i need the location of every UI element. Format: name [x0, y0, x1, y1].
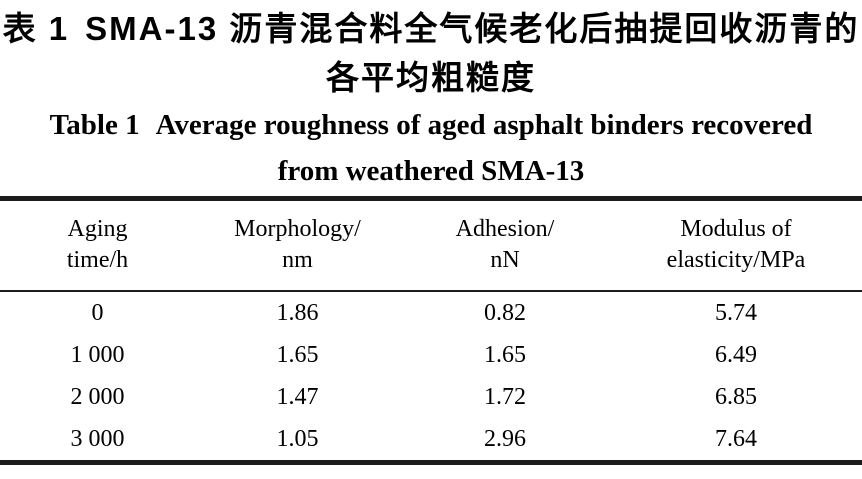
table-cell: 1.05 — [276, 425, 319, 452]
table-cell: 2.96 — [484, 425, 526, 452]
table-cell: 1.72 — [484, 383, 526, 410]
table-cell: 0.82 — [484, 299, 526, 326]
header-morphology: Morphology/ nm — [195, 198, 400, 292]
table-row: 1 000 1.65 1.65 6.49 — [0, 334, 862, 376]
table-cell: 1.65 — [276, 341, 319, 368]
caption-cn-text: SMA-13 沥青混合料全气候老化后抽提回收沥青的 — [85, 10, 860, 47]
caption-cn-line1: 表 1 SMA-13 沥青混合料全气候老化后抽提回收沥青的 — [0, 4, 862, 54]
caption-en-line2: from weathered SMA-13 — [277, 155, 585, 187]
table-cell: 2 000 — [70, 383, 125, 410]
header-row: Aging time/h Morphology/ nm Adhesion/ nN… — [0, 198, 862, 292]
table-cell: 1 000 — [70, 341, 125, 368]
header-modulus: Modulus of elasticity/MPa — [610, 198, 862, 292]
table-row: 0 1.86 0.82 5.74 — [0, 291, 862, 334]
table-number-cn: 表 1 — [2, 10, 70, 47]
table-caption-chinese: 表 1 SMA-13 沥青混合料全气候老化后抽提回收沥青的 各平均粗糙度 — [0, 0, 862, 102]
table-cell: 6.85 — [715, 383, 757, 410]
table-cell: 3 000 — [70, 425, 125, 452]
table-cell: 1.65 — [484, 341, 526, 368]
table-cell: 1.86 — [276, 299, 319, 326]
table-cell: 1.47 — [276, 383, 319, 410]
caption-en-line1: Table 1 Average roughness of aged asphalt… — [0, 102, 862, 148]
table-header: Aging time/h Morphology/ nm Adhesion/ nN… — [0, 198, 862, 292]
caption-en-text: Average roughness of aged asphalt binder… — [155, 109, 813, 141]
table-row: 3 000 1.05 2.96 7.64 — [0, 418, 862, 463]
table-cell: 5.74 — [715, 299, 757, 326]
data-table: Aging time/h Morphology/ nm Adhesion/ nN… — [0, 196, 862, 465]
header-adhesion: Adhesion/ nN — [400, 198, 610, 292]
caption-cn-line2: 各平均粗糙度 — [326, 59, 536, 96]
header-aging-time: Aging time/h — [0, 198, 195, 292]
table-number-en: Table 1 — [49, 109, 140, 141]
table-row: 2 000 1.47 1.72 6.85 — [0, 376, 862, 418]
table-caption-english: Table 1 Average roughness of aged asphalt… — [0, 102, 862, 194]
table-cell: 6.49 — [715, 341, 757, 368]
table-cell: 0 — [91, 299, 104, 326]
table-cell: 7.64 — [715, 425, 757, 452]
table-body: 0 1.86 0.82 5.74 1 000 1.65 1.65 6.49 2 … — [0, 291, 862, 463]
